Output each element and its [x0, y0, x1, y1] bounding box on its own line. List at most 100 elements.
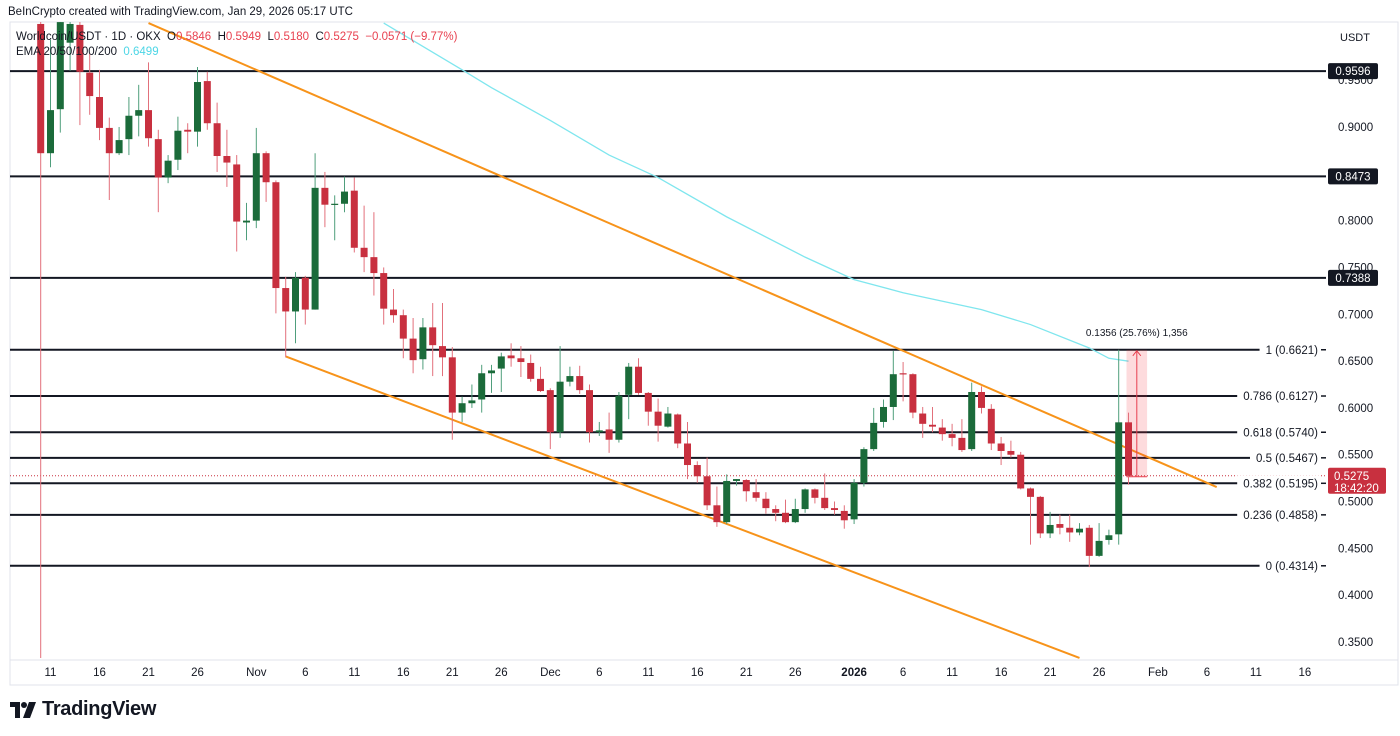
candle-body	[1105, 535, 1113, 540]
candle	[703, 457, 711, 510]
candle	[713, 486, 721, 527]
time-tick-label: 11	[45, 667, 57, 679]
candle-body	[821, 497, 829, 509]
candle	[1085, 524, 1093, 568]
candle-body	[566, 376, 574, 382]
candle-body	[733, 479, 740, 481]
candle-countdown: 18:42:20	[1334, 483, 1379, 495]
axis-overlay: 1 (0.6621) 0.786 (0.6127) 0.618 (0.5740) 0.…	[45, 63, 1386, 679]
time-tick-label: 11	[946, 667, 958, 679]
candle	[684, 421, 691, 480]
candle	[194, 67, 201, 147]
candle-body	[664, 413, 672, 427]
candle	[184, 123, 192, 154]
candle	[772, 505, 780, 522]
candle	[811, 488, 819, 504]
candle-body	[311, 187, 319, 310]
candle-body	[625, 366, 633, 395]
candle	[938, 419, 946, 441]
candle	[86, 52, 94, 115]
candle-body	[556, 381, 564, 433]
symbol-title[interactable]: Worldcoin/USDT · 1D · OKX	[16, 31, 161, 43]
candle	[517, 346, 525, 378]
candle-body	[243, 220, 250, 223]
currency-label[interactable]: USDT	[1340, 32, 1370, 44]
time-tick-label: 6	[302, 667, 308, 679]
candle-body	[213, 123, 221, 157]
candle-body	[419, 327, 427, 360]
candle	[546, 388, 554, 450]
candle	[370, 212, 378, 296]
candle	[252, 127, 260, 229]
trendline	[285, 355, 1080, 659]
time-tick-label: 16	[397, 667, 410, 679]
open-label: O	[167, 31, 176, 43]
candle-body	[478, 373, 486, 400]
candle-body	[870, 422, 878, 450]
candle	[968, 382, 976, 451]
candle	[1066, 514, 1074, 542]
candle-body	[576, 376, 584, 391]
logo-text: TradingView	[42, 698, 157, 720]
price-tick-label: 0.4500	[1338, 543, 1373, 555]
ema-label[interactable]: EMA 20/50/100/200	[16, 46, 118, 58]
candle	[978, 386, 985, 414]
candle	[47, 39, 54, 168]
ema-legend: EMA 20/50/100/200 0.6499	[16, 46, 159, 58]
candle	[860, 447, 868, 487]
candle-body	[1007, 450, 1015, 455]
candle	[654, 398, 662, 442]
tradingview-logo: TradingView	[10, 698, 156, 721]
candle	[213, 102, 221, 172]
candle-body	[1046, 524, 1054, 534]
candle	[1125, 412, 1132, 485]
candle	[693, 461, 701, 483]
candle-body	[341, 191, 348, 204]
candle-body	[292, 277, 299, 312]
candle-body	[929, 424, 936, 427]
time-tick-label: 21	[1044, 667, 1057, 679]
candle-body	[203, 81, 211, 124]
time-tick-label: 6	[900, 667, 906, 679]
candle	[478, 364, 486, 413]
candle	[135, 84, 143, 137]
price-tick-label: 0.4000	[1338, 590, 1373, 602]
candle-body	[948, 434, 956, 438]
plot-area[interactable]	[10, 5, 1326, 659]
candle-body	[840, 510, 848, 521]
candle	[390, 288, 397, 323]
candle	[595, 421, 603, 437]
candle	[164, 155, 172, 184]
candle	[880, 399, 887, 428]
candle-body	[66, 23, 74, 43]
level-price-badge	[1328, 168, 1378, 185]
candle-body	[693, 465, 701, 477]
candle-body	[262, 153, 270, 183]
candle-body	[527, 362, 535, 379]
candle-body	[272, 182, 280, 289]
candle-body	[1115, 422, 1123, 535]
time-tick-label: 26	[1093, 667, 1106, 679]
symbol-legend: Worldcoin/USDT · 1D · OKX O0.5846 H0.594…	[16, 31, 457, 43]
time-tick-label: 21	[142, 667, 155, 679]
candle-body	[782, 512, 789, 523]
fib-label-background	[1237, 424, 1320, 441]
candle-body	[850, 482, 858, 520]
candle	[987, 404, 995, 451]
candle-body	[938, 427, 946, 435]
candle	[243, 202, 250, 241]
candle	[154, 129, 162, 213]
attribution: BeInCrypto created with TradingView.com,…	[8, 6, 353, 18]
candle	[350, 177, 358, 253]
trendline	[148, 22, 1218, 488]
candle	[1027, 487, 1034, 545]
candle	[233, 155, 241, 252]
candle-body	[370, 257, 378, 274]
candle-body	[644, 392, 652, 412]
candle-body	[174, 130, 182, 160]
candle-body	[488, 370, 495, 374]
candle	[174, 116, 182, 171]
candle	[762, 492, 770, 514]
candle	[429, 303, 437, 377]
